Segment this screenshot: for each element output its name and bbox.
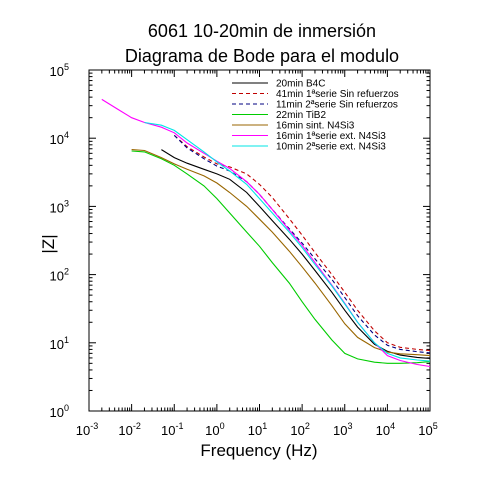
legend-label: 20min B4C <box>276 79 325 90</box>
legend-label: 16min sint. N4Si3 <box>276 121 355 132</box>
series-line-7 <box>144 121 431 362</box>
legend-label: 41min 1ªserie Sin refuerzos <box>276 89 399 100</box>
x-tick-label: 100 <box>205 421 224 438</box>
legend-label: 10min 2ªserie ext. N4Si3 <box>276 142 386 153</box>
series-line-1 <box>161 149 431 359</box>
x-tick-label: 103 <box>333 421 352 438</box>
y-tick-label: 103 <box>50 198 69 215</box>
x-tick-label: 104 <box>376 421 395 438</box>
legend-label: 11min 2ªserie Sin refuerzos <box>276 100 398 111</box>
x-tick-label: 101 <box>248 421 267 438</box>
series-line-4 <box>131 150 431 364</box>
y-tick-label: 101 <box>50 335 69 352</box>
chart-title: 6061 10-20min de inmersión <box>148 21 376 41</box>
chart-subtitle: Diagrama de Bode para el modulo <box>125 46 399 66</box>
x-tick-label: 105 <box>418 421 437 438</box>
y-tick-label: 105 <box>50 62 69 79</box>
x-tick-label: 10-2 <box>118 421 140 438</box>
legend-label: 22min TiB2 <box>276 110 326 121</box>
y-tick-label: 102 <box>50 267 69 284</box>
x-axis: 10-3 10-2 10-1 100 101 102 103 104 105 <box>76 70 438 438</box>
x-tick-label: 102 <box>290 421 309 438</box>
y-axis: 100 101 102 103 104 105 <box>50 62 430 420</box>
y-axis-label: |Z| <box>39 234 58 253</box>
x-axis-label: Frequency (Hz) <box>200 441 317 460</box>
y-tick-label: 104 <box>50 130 69 147</box>
x-tick-label: 10-1 <box>161 421 183 438</box>
series-group <box>101 98 431 368</box>
series-line-2 <box>173 134 431 352</box>
series-line-3 <box>173 135 431 354</box>
series-line-5 <box>131 149 431 357</box>
legend-label: 16min 1ªserie ext. N4Si3 <box>276 131 386 142</box>
y-tick-label: 100 <box>50 403 69 420</box>
x-tick-label: 10-3 <box>76 421 98 438</box>
